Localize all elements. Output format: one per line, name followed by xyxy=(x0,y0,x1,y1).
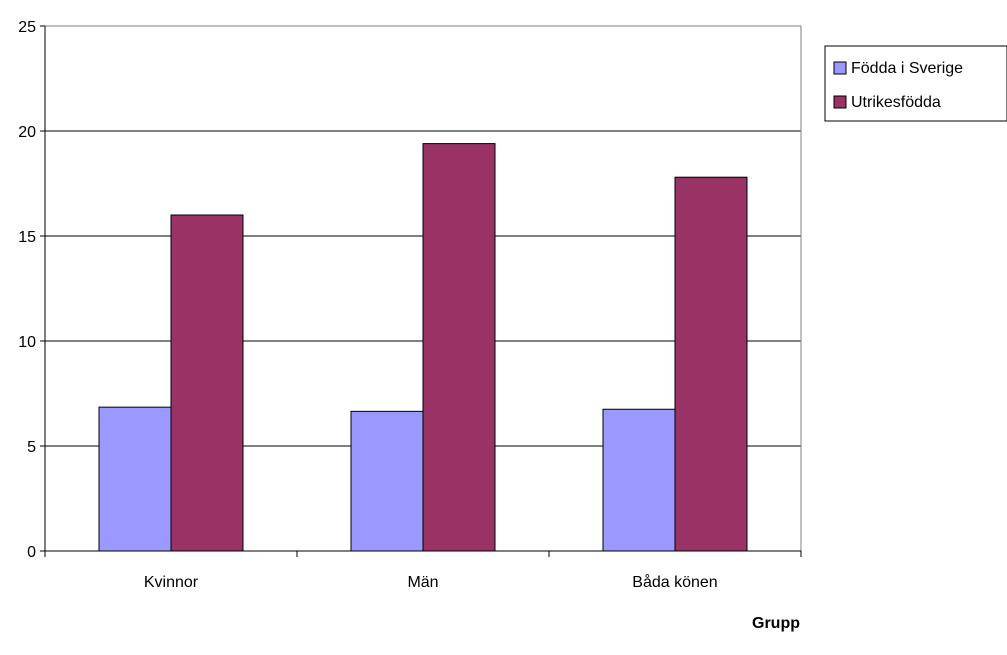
legend-swatch xyxy=(833,61,847,75)
x-category-label: Båda könen xyxy=(632,573,717,591)
bar xyxy=(350,410,424,552)
y-tick-label: 15 xyxy=(18,229,36,246)
y-tick-label: 10 xyxy=(18,334,36,351)
y-tick-label: 0 xyxy=(27,544,36,561)
y-tick-labels: 0 5 10 15 20 25 xyxy=(18,19,36,561)
x-category-label: Män xyxy=(407,574,438,591)
y-tick-label: 5 xyxy=(27,439,36,456)
axes xyxy=(40,25,802,557)
legend: Födda i Sverige Utrikesfödda xyxy=(824,45,1007,122)
bar xyxy=(170,214,244,552)
legend-label: Födda i Sverige xyxy=(851,60,963,77)
bar xyxy=(98,406,172,552)
bars xyxy=(98,143,748,552)
legend-swatch xyxy=(833,95,847,109)
y-tick-label: 25 xyxy=(18,19,36,36)
legend-label: Utrikesfödda xyxy=(851,94,941,111)
bar xyxy=(422,143,496,552)
y-tick-label: 20 xyxy=(18,124,36,141)
bar xyxy=(602,408,676,552)
legend-frame xyxy=(824,45,1007,122)
x-category-labels: Kvinnor Män Båda könen xyxy=(144,573,718,591)
x-axis-title: Grupp xyxy=(752,615,800,632)
bar xyxy=(674,176,748,552)
x-category-label: Kvinnor xyxy=(144,574,199,591)
